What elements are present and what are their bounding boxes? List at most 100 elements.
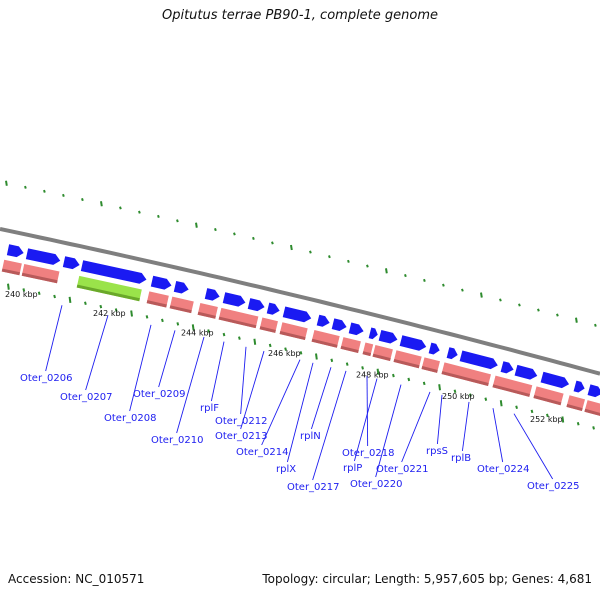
gene-block-shape <box>21 263 60 284</box>
gene-label: Oter_0208 <box>104 413 157 424</box>
outer-tick <box>290 244 293 251</box>
outer-tick <box>138 210 141 214</box>
gene-block-shade <box>362 351 372 357</box>
reverse-gene-block <box>584 400 600 417</box>
leader-line <box>286 362 314 463</box>
inner-tick <box>53 294 56 299</box>
gene-label: rplX <box>276 464 296 475</box>
kbp-label: 252 kbp <box>530 415 563 424</box>
gene-block-shade <box>393 358 420 369</box>
kbp-label: 240 kbp <box>5 290 38 299</box>
inner-tick <box>561 416 565 423</box>
gene-arrow-shape <box>348 322 364 336</box>
gene-block-shade <box>1 268 20 276</box>
gene-label: Oter_0221 <box>376 464 429 475</box>
inner-tick <box>7 283 10 290</box>
forward-gene-arrow <box>62 256 80 270</box>
reverse-gene-block <box>279 322 308 340</box>
leader-line <box>492 408 504 463</box>
gene-block-shade <box>169 305 192 314</box>
gene-block-shade <box>340 345 359 354</box>
gene-arrow-shape <box>282 306 312 323</box>
gene-block-shade <box>492 384 531 397</box>
kbp-label: 248 kbp <box>356 370 389 379</box>
kbp-scale: 240 kbp 242 kbp 244 kbp 246 kbp 248 kbp 250 k… <box>5 290 563 424</box>
gene-label: Oter_0210 <box>151 435 204 446</box>
reverse-gene-block <box>76 275 142 302</box>
gene-arrow-shape <box>222 292 246 307</box>
forward-gene-arrow <box>587 384 600 398</box>
genome-backbone <box>0 227 600 376</box>
kbp-label: 242 kbp <box>93 309 126 318</box>
reverse-gene-block <box>21 263 60 284</box>
forward-gene-arrow <box>540 371 570 389</box>
outer-tick <box>556 313 559 317</box>
outer-tick-marks <box>5 180 597 327</box>
gene-label: rplN <box>300 431 321 442</box>
outer-tick <box>385 268 388 274</box>
gene-label: rplP <box>343 463 362 474</box>
inner-tick <box>453 389 457 393</box>
gene-block-shape <box>533 386 564 406</box>
reverse-gene-block <box>533 386 564 406</box>
leader-line <box>375 384 402 478</box>
inner-tick <box>268 343 272 348</box>
forward-gene-arrow <box>500 361 514 374</box>
inner-tick <box>515 405 518 410</box>
inner-tick <box>530 409 534 414</box>
reverse-gene-block <box>311 329 340 348</box>
forward-gene-arrow <box>80 260 147 284</box>
gene-arrow-shape <box>459 350 498 370</box>
inner-tick <box>114 308 118 312</box>
leader-line <box>353 378 378 462</box>
leader-line <box>513 413 554 480</box>
gene-label: rplF <box>200 403 219 414</box>
gene-arrow-shape <box>316 314 330 327</box>
forward-gene-arrow <box>514 364 538 380</box>
forward-gene-arrow <box>150 275 172 290</box>
gene-block-shade <box>533 395 562 406</box>
outer-tick <box>5 180 8 186</box>
gene-block-shade <box>197 311 216 319</box>
forward-gene-arrow <box>173 280 189 294</box>
gene-arrow-shape <box>368 327 378 340</box>
gene-arrow-shape <box>399 335 427 351</box>
forward-gene-arrow <box>247 298 265 312</box>
outer-tick <box>404 274 407 278</box>
gene-block-shade <box>441 371 489 386</box>
gene-block-shade <box>21 272 58 284</box>
kbp-label: 250 kbp <box>442 392 475 401</box>
outer-tick <box>442 283 445 287</box>
gene-arrow-shape <box>331 318 347 331</box>
inner-tick <box>68 296 72 304</box>
gene-labels: Oter_0206 Oter_0207 Oter_0208 Oter_0209 Oter… <box>20 373 580 493</box>
forward-gene-arrow <box>331 318 347 331</box>
inner-tick <box>191 324 195 331</box>
outer-tick <box>252 236 255 241</box>
inner-tick <box>592 426 595 430</box>
gene-block-shape <box>76 275 142 302</box>
leader-line <box>461 401 470 452</box>
forward-gene-arrow <box>378 329 398 344</box>
inner-tick <box>422 381 426 386</box>
leader-line <box>436 394 443 445</box>
topology-text: Topology: circular; Length: 5,957,605 bp… <box>262 572 592 586</box>
gene-block-shape <box>492 375 533 397</box>
inner-tick <box>284 347 287 351</box>
outer-tick <box>461 288 464 292</box>
leader-line <box>310 367 332 430</box>
kbp-label: 244 kbp <box>181 329 214 338</box>
outer-tick <box>271 241 274 245</box>
gene-label: Oter_0217 <box>287 482 340 493</box>
inner-tick <box>345 362 349 366</box>
reverse-gene-block <box>146 291 169 308</box>
gene-label: Oter_0207 <box>60 392 113 403</box>
inner-tick <box>315 353 318 360</box>
inner-tick <box>238 336 241 340</box>
gene-label: Oter_0206 <box>20 373 73 384</box>
gene-arrow-shape <box>25 248 61 265</box>
inner-tick <box>84 301 87 305</box>
outer-tick <box>62 193 65 197</box>
kbp-label: 246 kbp <box>268 349 301 358</box>
